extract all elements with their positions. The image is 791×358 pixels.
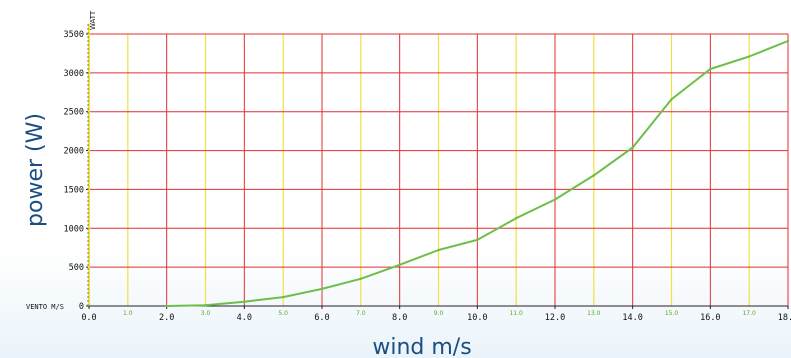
- data-point: [553, 198, 557, 201]
- x-minor-tick-label: 9.0: [434, 310, 444, 317]
- data-point: [670, 98, 673, 101]
- axes: [86, 24, 789, 309]
- major-grid: [89, 33, 789, 306]
- y-tick-label: 500: [69, 263, 84, 273]
- x-tick-label: 2.0: [159, 313, 174, 323]
- x-minor-tick-label: 3.0: [201, 310, 211, 317]
- y-tick-label: 0: [79, 302, 84, 312]
- x-tick-label: 14.0: [622, 313, 642, 323]
- y-tick-label: 2500: [64, 108, 84, 118]
- data-point: [165, 304, 168, 308]
- x-axis-label: wind m/s: [372, 335, 471, 358]
- x-tick-label: 16.0: [700, 313, 720, 323]
- data-point: [437, 248, 440, 252]
- data-point: [631, 146, 634, 149]
- x-axis-corner-label: VENTO M/S: [26, 303, 64, 311]
- y-tick-label: 2000: [64, 147, 84, 157]
- x-minor-tick-label: 5.0: [278, 310, 288, 317]
- unit-label: WATT: [89, 10, 97, 30]
- y-tick-label: 3500: [64, 30, 84, 40]
- data-point: [514, 216, 518, 220]
- tick-labels: 1.0 3.0 5.0 7.0 9.0 11.0 13.0 15.0 17.0 0.0 2.0 4.0…: [64, 30, 791, 323]
- data-series: [165, 39, 790, 308]
- x-minor-tick-label: 7.0: [356, 310, 366, 317]
- y-tick-label: 1500: [64, 185, 84, 195]
- data-point: [786, 39, 790, 43]
- data-point: [476, 238, 479, 242]
- y-axis-label: power (W): [23, 113, 48, 227]
- data-point: [243, 300, 246, 303]
- data-point: [320, 287, 324, 291]
- x-tick-label: 6.0: [314, 313, 329, 323]
- data-point: [747, 55, 751, 58]
- data-point: [398, 263, 401, 267]
- x-tick-label: 10.0: [467, 313, 487, 323]
- minor-grid: [127, 34, 750, 306]
- axis-labels: WATT VENTO M/S wind m/s power (W): [23, 10, 472, 358]
- x-minor-tick-label: 15.0: [665, 310, 679, 317]
- y-tick-label: 1000: [64, 224, 84, 234]
- x-minor-tick-label: 17.0: [742, 310, 756, 317]
- data-point: [204, 304, 207, 307]
- x-tick-label: 8.0: [392, 313, 407, 323]
- x-tick-label: 0.0: [81, 313, 96, 323]
- x-tick-label: 4.0: [237, 313, 252, 323]
- x-minor-tick-label: 11.0: [509, 310, 523, 317]
- data-point: [281, 295, 285, 299]
- x-tick-label: 12.0: [545, 313, 565, 323]
- x-minor-tick-label: 1.0: [123, 310, 133, 317]
- x-minor-tick-label: 13.0: [587, 310, 601, 317]
- x-tick-label: 18.0: [778, 313, 791, 323]
- data-point: [709, 67, 712, 71]
- y-tick-label: 3000: [64, 69, 84, 79]
- data-point: [359, 277, 363, 280]
- data-point: [592, 174, 596, 177]
